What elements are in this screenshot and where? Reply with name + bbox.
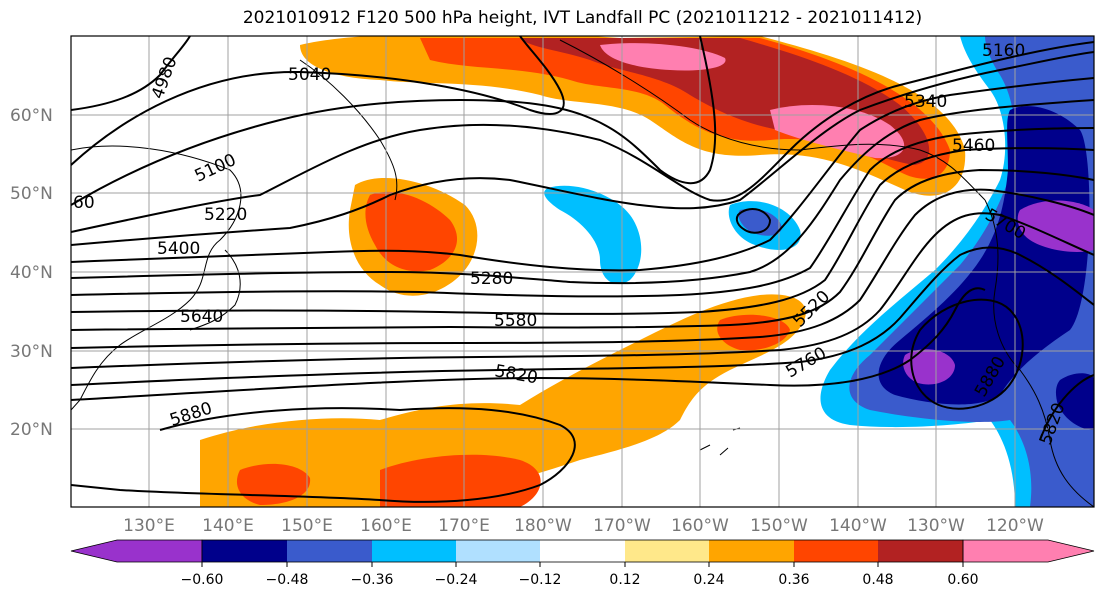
- lon-label: 180°W: [514, 516, 572, 536]
- contour-line: [71, 36, 717, 206]
- colorbar-tick-label: −0.36: [351, 572, 394, 588]
- contour-line: [71, 212, 1094, 369]
- colorbar-segment: [878, 540, 963, 562]
- ivt-negative-region-east-purple1: [1017, 200, 1094, 252]
- colorbar-tick-label: −0.12: [519, 572, 562, 588]
- lon-label: 120°W: [986, 516, 1044, 536]
- map-title: 2021010912 F120 500 hPa height, IVT Land…: [242, 8, 923, 28]
- colorbar-tick-label: 0.24: [693, 572, 724, 588]
- colorbar-tick-label: 0.48: [862, 572, 893, 588]
- ivt-positive-region-north-pink2: [770, 105, 905, 159]
- contour-label: 5280: [470, 269, 513, 289]
- lat-label: 30°N: [10, 342, 53, 362]
- colorbar-segment: [540, 540, 625, 562]
- lon-label: 170°W: [593, 516, 651, 536]
- ivt-negative-region-east-darkblue: [878, 106, 1090, 405]
- coastline-north-america: [984, 199, 1094, 507]
- contour-label: 60: [73, 193, 95, 213]
- contour-line: [71, 168, 1094, 331]
- contour-label: 5340: [904, 92, 947, 112]
- longitude-labels: 130°E 140°E 150°E 160°E 170°E 180°W 170°…: [123, 516, 1044, 536]
- lat-label: 50°N: [10, 184, 53, 204]
- contour-label: 5400: [157, 239, 200, 259]
- colorbar-tick-label: 0.60: [947, 572, 978, 588]
- coastline-japan: [189, 249, 241, 331]
- lon-label: 140°W: [829, 516, 887, 536]
- contour-line: [71, 51, 1094, 246]
- contour-label: 5640: [180, 307, 223, 327]
- ivt-positive-region-south-red2: [717, 314, 790, 351]
- contour-label: 5160: [982, 41, 1025, 61]
- lon-label: 150°E: [281, 516, 333, 536]
- colorbar-segment: [456, 540, 540, 562]
- coastline-asia: [71, 145, 242, 411]
- lon-label: 170°E: [438, 516, 490, 536]
- contour-line: [1039, 374, 1094, 441]
- colorbar-segment: [709, 540, 794, 562]
- contour-line: [71, 99, 1094, 285]
- ivt-negative-region-small-darkblue: [738, 208, 782, 236]
- colorbar: −0.60 −0.48 −0.36 −0.24 −0.12 0.12 0.24 …: [70, 539, 1095, 588]
- colorbar-tick-label: −0.48: [266, 572, 309, 588]
- colorbar-extend-high: [962, 539, 1095, 563]
- contour-line: [735, 208, 772, 234]
- ivt-positive-region-north-pink1: [600, 43, 726, 71]
- colorbar-tick-label: −0.24: [435, 572, 478, 588]
- colorbar-segment: [372, 540, 456, 562]
- lon-label: 160°W: [671, 516, 729, 536]
- ivt-negative-region-central-blue: [544, 185, 642, 284]
- lat-label: 60°N: [10, 106, 53, 126]
- colorbar-tick-label: 0.36: [778, 572, 809, 588]
- contour-line: [71, 246, 1094, 386]
- lat-label: 40°N: [10, 263, 53, 283]
- contour-line: [71, 188, 1094, 349]
- contour-label: 5040: [288, 65, 331, 85]
- lat-label: 20°N: [10, 420, 53, 440]
- contour-label: 5460: [952, 136, 995, 156]
- contour-line: [71, 287, 986, 401]
- contour-line: [71, 41, 1094, 233]
- lon-label: 140°E: [202, 516, 254, 536]
- contour-label: 5220: [204, 205, 247, 225]
- colorbar-extend-low: [70, 539, 203, 563]
- ivt-positive-region-south-red1: [380, 454, 541, 507]
- lon-label: 160°E: [360, 516, 412, 536]
- latitude-labels: 60°N 50°N 40°N 30°N 20°N: [10, 106, 53, 440]
- lon-label: 130°E: [123, 516, 175, 536]
- contour-line: [71, 77, 1094, 272]
- ivt-negative-region-east-purple2: [903, 349, 955, 385]
- contour-line: [71, 147, 1094, 315]
- colorbar-tick-label: 0.12: [609, 572, 640, 588]
- contour-line: [71, 36, 565, 166]
- ivt-positive-region-south-orange: [200, 294, 806, 507]
- lon-label: 150°W: [750, 516, 808, 536]
- height-contours: [71, 36, 1094, 503]
- colorbar-segment: [794, 540, 878, 562]
- colorbar-segment: [202, 540, 287, 562]
- contour-line: [71, 36, 191, 111]
- colorbar-tick-label: −0.60: [181, 572, 224, 588]
- colorbar-outline: [201, 539, 964, 563]
- contour-line: [71, 407, 576, 503]
- contour-label: 5580: [494, 311, 537, 331]
- contour-line: [910, 298, 1024, 410]
- ivt-negative-region-baja-darkblue: [1055, 373, 1094, 430]
- contour-line: [71, 127, 1094, 298]
- graticule: [71, 36, 1094, 507]
- colorbar-segment: [625, 540, 709, 562]
- colorbar-segment: [287, 540, 372, 562]
- lon-label: 130°W: [907, 516, 965, 536]
- map-frame: [70, 35, 1095, 508]
